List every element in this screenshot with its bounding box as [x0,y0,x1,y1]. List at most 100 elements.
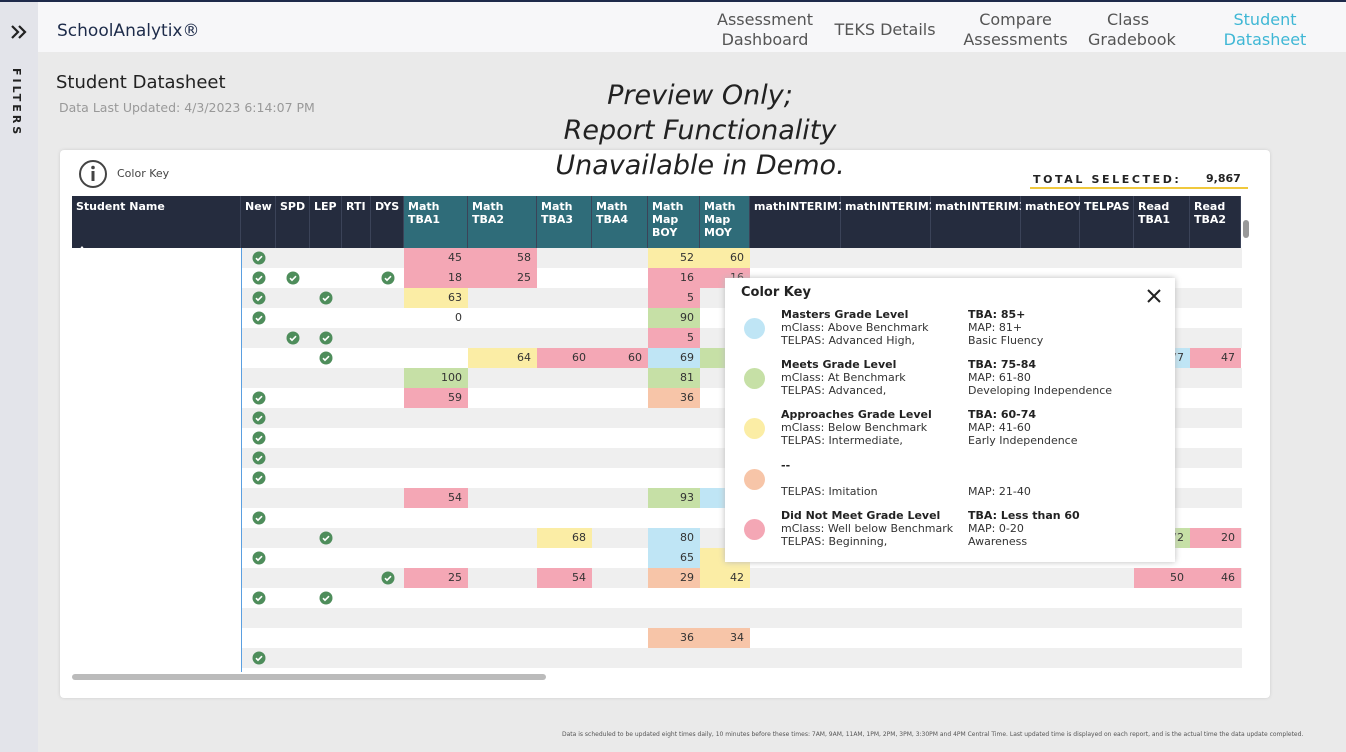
column-header[interactable]: RTI [342,196,371,248]
color-key-label[interactable]: Color Key [117,167,170,180]
column-header[interactable]: mathINTERIM1 [750,196,845,248]
flag-check [241,268,276,288]
key-right: TBA: 60-74 MAP: 41-60 Early Independence [968,408,1078,447]
column-header[interactable]: Read TBA1 [1134,196,1190,248]
name-cell [72,328,241,348]
nav-item[interactable]: Class Gradebook [1088,10,1176,49]
column-header[interactable]: LEP [310,196,342,248]
column-header[interactable]: Student Name [72,196,241,248]
column-header[interactable]: mathINTERIM2 [841,196,936,248]
close-button[interactable] [1146,288,1162,304]
flag-check [241,408,276,428]
nav-item[interactable]: Assessment Dashboard [717,10,813,49]
key-text: TELPAS: Advanced High, [781,334,916,347]
score-cell: 50 [1134,568,1190,588]
notice-line: Unavailable in Demo. [555,150,845,181]
score-cell: 36 [648,628,700,648]
score-cell: 5 [648,328,700,348]
key-swatch [744,368,765,389]
score-cell: 34 [700,628,750,648]
notice-line: Preview Only; [607,80,793,111]
column-header[interactable]: SPD [276,196,310,248]
table-row: 25 54 29 42 50 46 [72,568,1242,588]
column-header[interactable]: Math Map BOY [648,196,700,248]
column-header[interactable]: Math TBA1 [404,196,468,248]
key-text: TELPAS: Beginning, [781,535,888,548]
nav-item[interactable]: Student Datasheet [1223,10,1307,49]
key-left: Did Not Meet Grade Level mClass: Well bel… [781,509,953,548]
flag-check [241,548,276,568]
h-scrollbar[interactable] [72,674,546,680]
nav-item[interactable]: TEKS Details [834,20,936,39]
column-header[interactable]: Math TBA4 [592,196,648,248]
key-text: Early Independence [968,434,1078,447]
name-cell [72,308,241,328]
key-text: TBA: Less than 60 [968,509,1080,522]
flag-check [241,468,276,488]
filters-label[interactable]: FILTERS [10,68,23,138]
table-row [72,648,1242,668]
name-cell [72,268,241,288]
key-text: mClass: Below Benchmark [781,421,928,434]
page-title: Student Datasheet [56,72,226,93]
key-swatch [744,418,765,439]
key-swatch [744,469,765,490]
score-cell: 60 [592,348,648,368]
name-cell [72,288,241,308]
v-scrollbar[interactable] [1243,220,1249,238]
column-header[interactable]: New [241,196,276,248]
notice-line: Report Functionality [563,115,837,146]
name-cell [72,588,241,608]
flag-check [241,248,276,268]
column-header[interactable]: DYS [371,196,404,248]
name-cell [72,548,241,568]
sort-arrow [77,236,87,255]
score-cell: 0 [404,308,468,328]
flag-check [276,328,310,348]
key-right: TBA: 85+ MAP: 81+ Basic Fluency [968,308,1043,347]
key-swatch [744,519,765,540]
key-text: Basic Fluency [968,334,1044,347]
key-text: TELPAS: Imitation [781,485,878,498]
score-cell: 18 [404,268,468,288]
color-key-popup: Color Key Masters Grade Level mClass: Abo… [725,278,1175,562]
key-entry: Masters Grade Level mClass: Above Benchma… [725,308,1175,353]
table-row [72,608,1242,628]
score-cell: 90 [648,308,700,328]
score-cell: 81 [648,368,700,388]
key-text: TBA: 85+ [968,308,1026,321]
column-header[interactable]: Math Map MOY [700,196,750,248]
key-text: Masters Grade Level [781,308,909,321]
info-icon[interactable] [78,159,108,189]
column-header[interactable]: Math TBA3 [537,196,592,248]
score-cell: 46 [1190,568,1241,588]
nav-item[interactable]: Compare Assessments [963,10,1068,49]
column-header[interactable]: TELPAS [1080,196,1134,248]
popup-title: Color Key [741,285,811,300]
key-text: TELPAS: Advanced, [781,384,887,397]
column-header[interactable]: mathEOY [1021,196,1081,248]
flag-check [241,588,276,608]
flag-check [310,288,342,308]
column-header[interactable]: Math TBA2 [468,196,537,248]
key-right: MAP: 21-40 [968,459,1031,498]
column-header[interactable]: Read TBA2 [1190,196,1241,248]
flag-check [241,288,276,308]
column-header[interactable]: mathINTERIM3 [931,196,1026,248]
key-text: -- [781,459,791,472]
score-cell: 45 [404,248,468,268]
flag-check [371,568,404,588]
total-value: 9,867 [1206,172,1241,185]
key-text: TELPAS: Intermediate, [781,434,903,447]
score-cell: 69 [648,348,700,368]
flag-check [241,388,276,408]
score-cell: 25 [468,268,537,288]
name-cell [72,408,241,428]
key-text: Meets Grade Level [781,358,897,371]
key-entry: Did Not Meet Grade Level mClass: Well bel… [725,509,1175,554]
expand-icon[interactable] [10,24,28,40]
score-cell: 16 [648,268,700,288]
key-entry: -- TELPAS: Imitation MAP: 21-40 [725,459,1175,504]
sidebar: FILTERS [0,0,38,752]
